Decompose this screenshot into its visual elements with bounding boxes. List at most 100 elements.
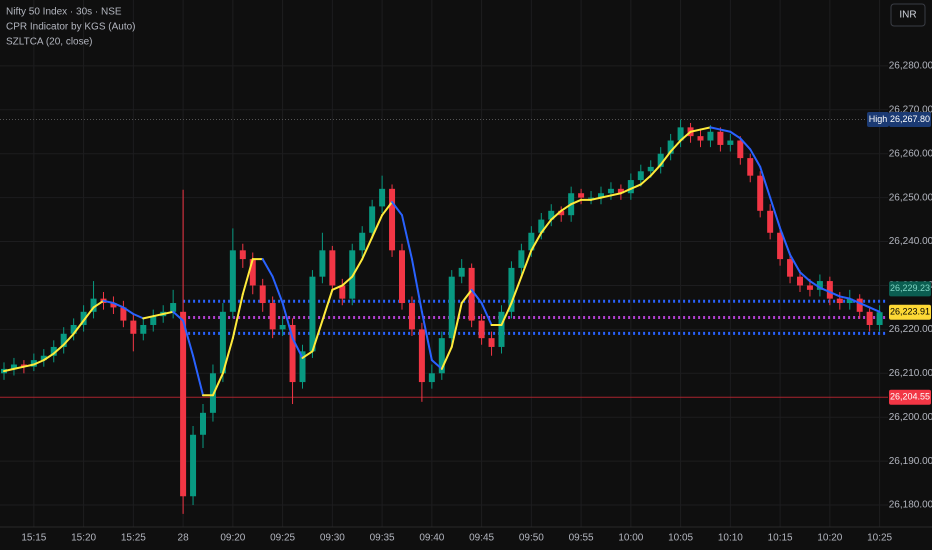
candle-body <box>40 355 47 361</box>
candle-body <box>319 250 326 277</box>
ma-line <box>22 363 35 368</box>
ma-line <box>699 126 712 131</box>
ma-line <box>629 183 642 190</box>
candle-body <box>80 311 87 325</box>
candle-body <box>408 303 415 330</box>
candle-body <box>10 364 17 369</box>
indicator-legend: SZLTCA (20, close) <box>6 37 93 48</box>
x-tick-label: 15:15 <box>21 533 46 544</box>
candle-body <box>498 311 505 347</box>
candle-body <box>30 360 37 367</box>
candle-body <box>339 285 346 299</box>
candle-body <box>846 298 853 304</box>
ma-line <box>92 299 105 309</box>
ma-line <box>72 319 85 335</box>
y-tick-label: 26,210.00 <box>889 368 932 379</box>
candle-body <box>548 210 555 220</box>
candle-body <box>727 140 734 145</box>
candle-body <box>279 324 286 330</box>
candle-body <box>717 131 724 145</box>
ma-line <box>62 332 75 346</box>
candle-body <box>180 311 187 497</box>
candle-body <box>478 320 485 339</box>
candle-body <box>120 307 127 321</box>
ma-line <box>719 128 732 133</box>
candle-body <box>578 193 585 198</box>
candle-body <box>777 232 784 260</box>
price-tag <box>889 111 931 127</box>
candle-body <box>528 232 535 251</box>
ma-line <box>590 196 602 201</box>
y-tick-label: 26,200.00 <box>889 412 932 423</box>
candle-body <box>787 259 794 277</box>
ma-line <box>520 249 533 278</box>
ma-line <box>649 163 662 177</box>
ma-line <box>420 310 433 362</box>
ma-line <box>221 337 234 375</box>
ma-line <box>361 236 374 261</box>
ma-line <box>142 315 155 320</box>
candle-body <box>399 250 405 304</box>
x-tick-label: 09:25 <box>270 533 295 544</box>
x-tick-label: 09:20 <box>220 533 245 544</box>
ma-line <box>808 280 821 289</box>
ma-line <box>828 291 841 298</box>
candle-body <box>20 364 27 367</box>
price-tag-name-box <box>867 111 889 127</box>
candle-body <box>379 188 386 207</box>
candle-body <box>60 333 67 347</box>
x-tick-label: 09:30 <box>320 533 345 544</box>
candle-body <box>90 298 97 312</box>
ma-line <box>241 258 254 296</box>
y-tick-label: 26,180.00 <box>889 500 932 511</box>
candle-body <box>627 180 634 194</box>
ma-line <box>192 354 204 397</box>
ma-line <box>401 214 413 261</box>
price-tag-label: 26,223.91 <box>890 307 930 317</box>
indicator-legend: CPR Indicator by KGS (Auto) <box>6 22 136 33</box>
currency-label[interactable]: INR <box>899 10 916 21</box>
price-tag <box>889 389 931 405</box>
candle-body <box>349 250 356 299</box>
currency-button[interactable] <box>890 3 926 27</box>
candle-body <box>329 250 336 286</box>
ma-line <box>321 288 334 322</box>
ma-line <box>669 139 682 153</box>
ma-line <box>739 137 752 151</box>
ma-line <box>440 345 453 370</box>
candle-body <box>289 324 296 383</box>
x-tick-label: 15:20 <box>71 533 96 544</box>
candle-body <box>458 267 465 277</box>
ma-line <box>430 359 443 370</box>
ma-line <box>689 128 702 133</box>
ma-line <box>351 258 364 278</box>
x-tick-label: 10:05 <box>668 533 693 544</box>
ma-line <box>779 227 792 256</box>
ma-line <box>381 201 394 217</box>
candle-body <box>866 311 873 325</box>
ma-line <box>570 198 583 206</box>
ma-line <box>52 343 65 355</box>
candle-body <box>200 412 206 435</box>
candle-body <box>369 206 376 233</box>
candle-body <box>299 351 306 383</box>
ma-line <box>82 306 95 322</box>
candle-body <box>647 166 654 172</box>
candle-body <box>170 303 177 312</box>
price-tag-label: 26,229.23 <box>890 283 930 293</box>
candle-body <box>518 250 525 268</box>
candle-body <box>239 250 246 260</box>
candle-body <box>468 267 475 321</box>
candle-body <box>508 267 515 312</box>
candle-body <box>826 281 833 299</box>
ma-line <box>858 302 871 309</box>
price-tag-label: 26,204.55 <box>890 392 930 402</box>
candle-body <box>389 188 396 251</box>
ma-line <box>540 218 553 234</box>
ma-line <box>211 372 224 397</box>
candle-body <box>259 285 266 304</box>
ma-line <box>769 196 782 230</box>
ma-line <box>162 310 175 316</box>
